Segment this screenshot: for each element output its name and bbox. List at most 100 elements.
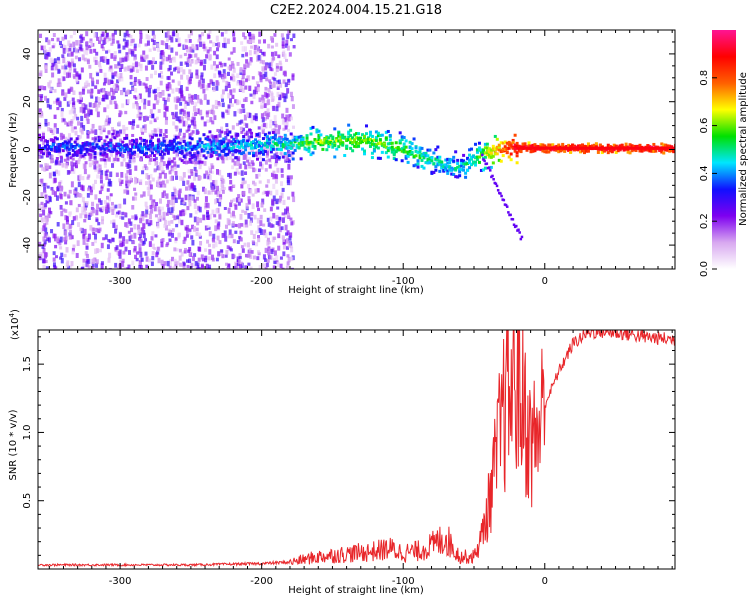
heatmap-cell (549, 145, 553, 149)
heatmap-cell (162, 148, 166, 152)
heatmap-cell (287, 30, 291, 36)
heatmap-cell (166, 149, 170, 153)
heatmap-cell (82, 233, 86, 240)
heatmap-cell (434, 157, 438, 161)
snr-x-tick-label: 0 (542, 576, 548, 587)
heatmap-cell (81, 54, 85, 61)
heatmap-cell (212, 180, 216, 186)
heatmap-cell (211, 209, 215, 215)
heatmap-cell (122, 124, 126, 131)
heatmap-cell (103, 147, 107, 151)
heatmap-cell (180, 146, 184, 150)
colorbar-tick-label: 0.8 (699, 70, 710, 86)
heatmap-cell (402, 136, 406, 140)
heatmap-cell (217, 42, 221, 48)
heatmap-cell (143, 153, 147, 157)
heatmap-cell (92, 231, 96, 235)
heatmap-cell (184, 194, 188, 201)
heatmap-cell (257, 126, 261, 130)
heatmap-cell (68, 47, 72, 52)
heatmap-cell (248, 157, 252, 162)
heatmap-cell (400, 135, 404, 139)
heatmap-cell (78, 40, 82, 46)
heatmap-cell (173, 164, 177, 170)
heatmap-cell (491, 161, 495, 165)
heatmap-cell (378, 141, 382, 145)
heatmap-cell (125, 126, 129, 131)
heatmap-cell (291, 134, 295, 139)
heatmap-cell (226, 147, 230, 151)
heatmap-cell (499, 192, 502, 195)
heatmap-cell (188, 142, 192, 148)
heatmap-cell (49, 127, 53, 132)
heatmap-cell (207, 173, 211, 180)
heatmap-cell (64, 209, 68, 213)
heatmap-cell (96, 72, 100, 77)
heatmap-cell (80, 129, 84, 135)
heatmap-cell (61, 135, 65, 139)
heatmap-cell (195, 44, 199, 51)
heatmap-cell (70, 235, 74, 240)
heatmap-cell (392, 150, 396, 154)
heatmap-cell (210, 254, 214, 260)
heatmap-cell (289, 146, 293, 150)
heatmap-cell (188, 200, 192, 207)
heatmap-cell (226, 266, 230, 269)
heatmap-cell (218, 133, 222, 138)
heatmap-cell (40, 201, 44, 205)
heatmap-cell (507, 155, 511, 159)
heatmap-cell (138, 93, 142, 100)
heatmap-cell (275, 189, 279, 196)
heatmap-cell (46, 52, 50, 57)
heatmap-cell (200, 72, 204, 77)
heatmap-cell (64, 92, 68, 98)
heatmap-cell (90, 88, 94, 94)
heatmap-cell (65, 262, 69, 268)
heatmap-cell (390, 141, 394, 145)
heatmap-cell (333, 127, 337, 131)
heatmap-cell (261, 149, 265, 153)
heatmap-cell (261, 198, 265, 205)
heatmap-cell (54, 244, 58, 249)
heatmap-cell (210, 149, 214, 153)
heatmap-cell (69, 120, 73, 127)
heatmap-cell (662, 143, 666, 147)
heatmap-cell (137, 79, 141, 84)
heatmap-cell (214, 151, 218, 155)
heatmap-cell (162, 40, 166, 46)
heatmap-cell (372, 147, 376, 151)
heatmap-cell (143, 128, 147, 133)
heatmap-cell (91, 130, 95, 134)
heatmap-cell (251, 162, 255, 166)
heatmap-cell (72, 41, 76, 48)
heatmap-cell (160, 259, 164, 266)
heatmap-cell (442, 165, 446, 169)
heatmap-cell (255, 157, 259, 161)
heatmap-cell (128, 164, 132, 169)
heatmap-cell (386, 155, 390, 159)
heatmap-cell (267, 137, 271, 141)
heatmap-cell (39, 164, 43, 168)
heatmap-cell (527, 143, 531, 147)
heatmap-cell (268, 79, 272, 83)
heatmap-cell (216, 157, 220, 161)
heatmap-cell (273, 142, 277, 146)
heatmap-cell (245, 123, 249, 128)
heatmap-cell (295, 145, 299, 149)
heatmap-cell (172, 148, 176, 154)
heatmap-cell (61, 65, 65, 70)
heatmap-cell (221, 189, 225, 194)
heatmap-cell (105, 206, 109, 213)
heatmap-cell (218, 240, 222, 245)
heatmap-cell (143, 145, 147, 149)
heatmap-cell (58, 240, 62, 246)
heatmap-cell (95, 160, 99, 164)
heatmap-cell (191, 116, 195, 121)
heatmap-cell (253, 182, 257, 187)
heatmap-cell (120, 179, 124, 184)
heatmap-cell (94, 129, 98, 135)
heatmap-cell (274, 157, 278, 164)
heatmap-cell (129, 176, 133, 181)
heatmap-cell (167, 232, 171, 237)
heatmap-cell (112, 129, 116, 135)
